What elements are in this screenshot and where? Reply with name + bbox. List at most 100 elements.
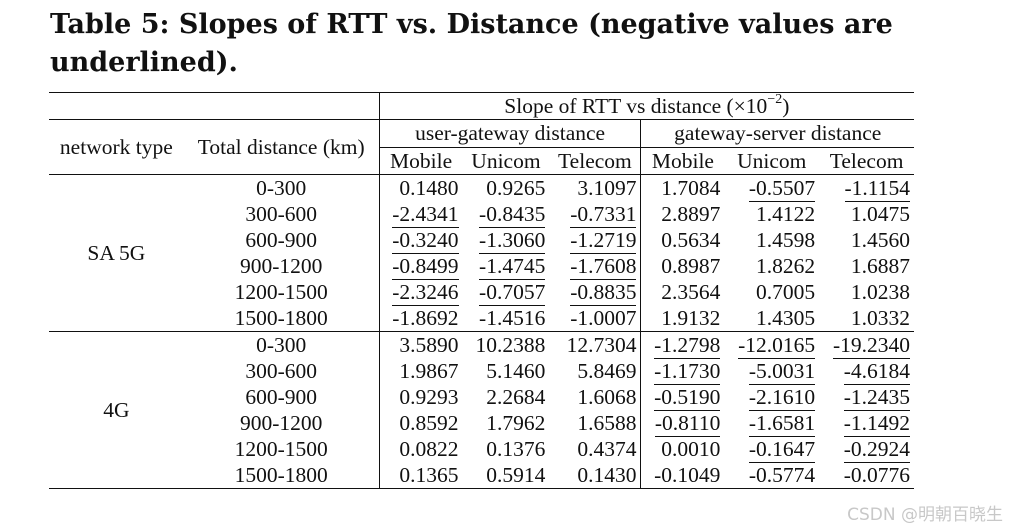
carrier-header: Telecom (829, 148, 904, 173)
slope-value-cell: 0.8987 (640, 253, 725, 279)
table-row: 1200-1500 -2.3246 -0.7057 -0.8835 2.3564 0.70… (49, 279, 914, 306)
slope-value-cell: 12.7304 (549, 331, 641, 358)
slope-value: 1.4305 (756, 306, 816, 330)
slope-value-cell: -1.7608 (549, 253, 641, 280)
slope-value: 0.1365 (399, 463, 459, 487)
table-caption: Table 5: Slopes of RTT vs. Distance (neg… (50, 9, 893, 78)
slope-value: -0.5774 (748, 463, 816, 489)
slope-value-cell: 1.4560 (819, 227, 914, 253)
table-body: SA 5G 0-300 0.1480 0.9265 3.1097 1.7084 -0.550… (49, 174, 914, 489)
slope-value: 0.7005 (756, 280, 816, 304)
table-row: SA 5G 0-300 0.1480 0.9265 3.1097 1.7084 -0.550… (49, 174, 914, 265)
table-row: 1500-1800 -1.8692 -1.4516 -1.0007 1.9132 1.43… (49, 305, 914, 332)
slope-value: 1.7962 (486, 411, 546, 435)
slope-value-cell: 0.9293 (378, 384, 463, 410)
distance-range-cell: 300-600 (245, 202, 318, 226)
slope-value-cell: -1.8692 (378, 305, 463, 332)
table-row: 4G 0-300 3.5890 10.2388 12.7304 -1.2798 -12.01… (49, 331, 914, 489)
slope-header: Slope of RTT vs distance (×10−2) (378, 92, 914, 120)
slope-value-cell: 1.0332 (819, 305, 914, 332)
slope-value: 1.9867 (399, 359, 459, 383)
slope-value: -0.8835 (570, 280, 637, 306)
slope-value-cell: -0.5774 (724, 462, 820, 489)
slope-value: -0.1049 (654, 463, 721, 489)
slope-value-cell: 1.0475 (819, 201, 914, 227)
slope-value-cell: 1.4122 (724, 201, 819, 227)
slope-value: -0.3240 (392, 228, 459, 254)
distance-range-cell: 1500-1800 (183, 462, 380, 489)
slope-value-cell: -12.0165 (724, 331, 820, 359)
slope-value-cell: -1.1492 (819, 410, 914, 437)
table-row: 600-900 -0.3240 -1.3060 -1.2719 0.5634 1.4598… (49, 227, 914, 254)
network-type-header: network type (49, 119, 184, 175)
slope-value: 1.6588 (577, 411, 637, 435)
slope-value: -0.0776 (843, 463, 910, 489)
slope-value: 1.4560 (850, 228, 910, 252)
distance-range-cell: 1200-1500 (234, 280, 328, 304)
slope-value-cell: -1.4745 (463, 253, 550, 280)
slope-value-cell: 1.4598 (724, 227, 819, 253)
distance-range-cell: 900-1200 (239, 411, 323, 435)
slope-value-cell: -0.3240 (378, 227, 463, 254)
slope-value: -2.4341 (392, 202, 459, 228)
slope-value: 0.9293 (399, 385, 459, 409)
slope-value-cell: -0.7331 (549, 201, 641, 228)
slope-value: 2.2684 (486, 385, 546, 409)
slope-value-cell: 0.5914 (462, 462, 550, 489)
slope-value-cell: -19.2340 (819, 331, 914, 359)
slope-value-cell: -1.2719 (549, 227, 641, 254)
slope-value-cell: -0.1647 (724, 436, 819, 463)
slope-value-cell: 0.9265 (463, 175, 550, 202)
slope-value-cell: -2.4341 (378, 201, 463, 228)
slope-value: 1.6068 (577, 385, 637, 409)
slope-value: 0.8592 (399, 411, 459, 435)
slope-value: 0.0010 (661, 437, 721, 461)
slope-value-cell: -1.2798 (640, 331, 725, 359)
slope-value-cell: -0.8835 (549, 279, 641, 306)
slope-value: -12.0165 (738, 333, 816, 359)
slope-value: 1.7084 (661, 176, 721, 200)
slope-value-cell: -2.3246 (378, 279, 463, 306)
slope-value: 0.0822 (399, 437, 459, 461)
slope-value: -2.1610 (748, 385, 816, 411)
slope-value-cell: 1.0238 (819, 279, 914, 305)
slope-value: -19.2340 (832, 333, 910, 359)
slope-value-cell: 3.1097 (549, 175, 641, 202)
network-type-cell: 4G (49, 331, 184, 489)
slope-value: 1.6887 (850, 254, 910, 278)
carrier-header: Mobile (378, 147, 463, 175)
header-blank (49, 92, 380, 120)
distance-range-cell: 0-300 (256, 176, 307, 200)
slope-value-cell: 1.4305 (724, 305, 819, 332)
slope-value-cell: 2.8897 (640, 201, 725, 227)
slope-value: -1.1492 (843, 411, 910, 437)
slope-value-cell: 0.1365 (378, 462, 463, 489)
slope-value: -1.3060 (479, 228, 546, 254)
slope-value-cell: 0.4374 (549, 436, 641, 462)
slope-value: 2.8897 (661, 202, 721, 226)
slope-value-cell: 0.1376 (463, 436, 550, 462)
slope-value: -1.1154 (844, 176, 910, 202)
slope-value: 1.0475 (850, 202, 910, 226)
slope-value-cell: -1.6581 (724, 410, 819, 437)
total-distance-header: Total distance (km) (183, 119, 380, 175)
rtt-slope-table: Slope of RTT vs distance (×10−2) network… (49, 92, 914, 489)
slope-value: -1.4745 (479, 254, 546, 280)
slope-value-cell: -4.6184 (819, 358, 914, 385)
slope-value-cell: -1.1154 (819, 175, 914, 202)
slope-value: -0.8499 (392, 254, 459, 280)
slope-value-cell: -0.8435 (463, 201, 550, 228)
slope-value-cell: -1.2435 (819, 384, 914, 411)
slope-value: 0.5634 (661, 228, 721, 252)
slope-value-cell: -1.4516 (463, 305, 550, 332)
slope-value-cell: 0.0010 (640, 436, 725, 462)
slope-value: -5.0031 (748, 359, 816, 385)
slope-value-cell: -1.1730 (640, 358, 725, 385)
slope-value-cell: 1.6887 (819, 253, 914, 279)
slope-value-cell: 1.8262 (724, 253, 819, 279)
slope-value: -1.1730 (654, 359, 721, 385)
slope-value-cell: 0.1430 (549, 462, 641, 489)
table-row: 1200-1500 0.0822 0.1376 0.4374 0.0010 -0.1647… (49, 436, 914, 463)
slope-value: -0.7057 (479, 280, 546, 306)
carrier-header: Telecom (558, 148, 632, 173)
